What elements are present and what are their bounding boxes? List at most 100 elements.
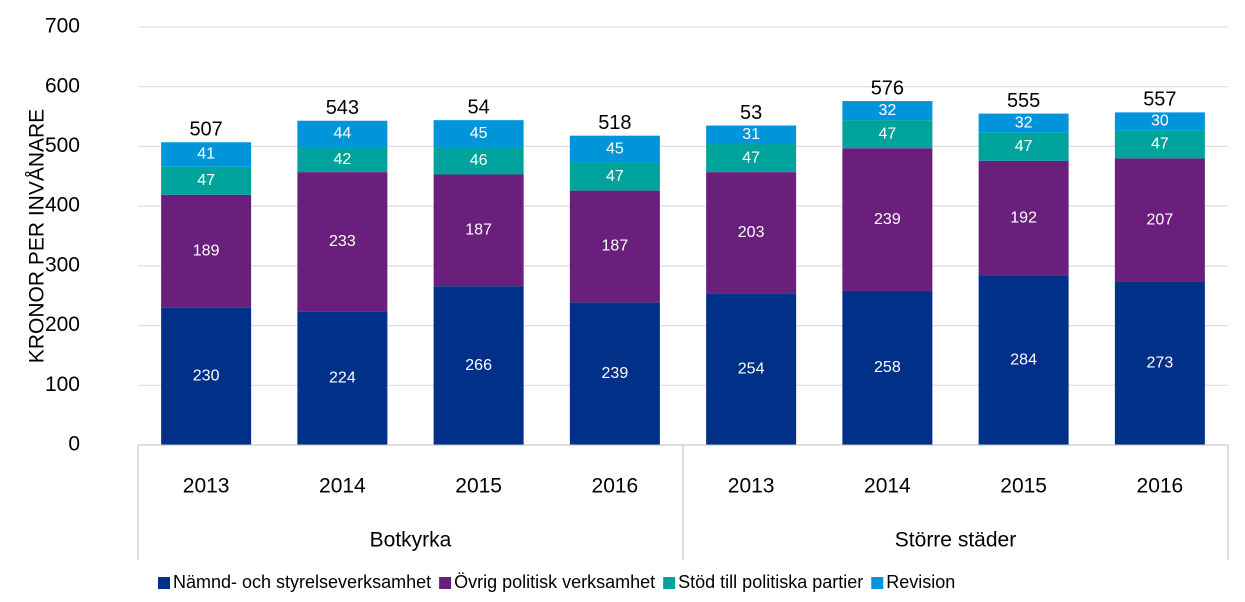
bar-segment [569, 162, 660, 191]
bar-segment [842, 290, 933, 445]
y-tick-label: 100 [45, 373, 80, 396]
data-label: 187 [465, 222, 492, 239]
data-label: 47 [878, 125, 896, 142]
data-label: 32 [878, 102, 896, 119]
data-label: 42 [333, 151, 351, 168]
bar-segment [1114, 112, 1205, 131]
bar-segment [433, 120, 524, 148]
x-tick-label: 2016 [592, 475, 639, 498]
total-label: 53 [740, 102, 762, 124]
data-label: 239 [602, 365, 629, 382]
bar-segment [1114, 158, 1205, 282]
bar-segment [297, 311, 388, 445]
bar-segment [706, 125, 797, 145]
data-label: 254 [738, 360, 765, 377]
data-label: 230 [193, 368, 220, 385]
data-label: 187 [602, 238, 629, 255]
total-label: 518 [598, 112, 631, 134]
data-label: 45 [470, 125, 488, 142]
bar-segment [297, 120, 388, 148]
x-tick-label: 2015 [1000, 475, 1047, 498]
bar-segment [842, 120, 933, 149]
data-label: 233 [329, 233, 356, 250]
x-tick-label: 2016 [1137, 475, 1184, 498]
bar-segment [161, 307, 252, 445]
y-tick-label: 400 [45, 194, 80, 217]
bar-segment [706, 144, 797, 173]
data-label: 284 [1010, 351, 1037, 368]
x-tick-label: 2015 [455, 475, 502, 498]
data-label: 266 [465, 357, 492, 374]
data-label: 47 [1015, 138, 1033, 155]
data-label: 189 [193, 242, 220, 259]
bar-segment [433, 174, 524, 287]
data-label: 192 [1010, 209, 1037, 226]
bar-segment [161, 142, 252, 167]
data-label: 203 [738, 224, 765, 241]
data-label: 44 [333, 125, 351, 142]
bar-segment [297, 172, 388, 312]
bar-segment [706, 172, 797, 294]
total-label: 576 [871, 77, 904, 99]
y-tick-label: 300 [45, 253, 80, 276]
y-tick-label: 0 [68, 433, 80, 456]
y-tick-label: 600 [45, 74, 80, 97]
bar-segment [978, 132, 1069, 161]
legend-swatch [871, 577, 884, 589]
total-label: 507 [189, 119, 222, 141]
bar-segment [161, 166, 252, 195]
bar-segment [433, 286, 524, 445]
data-label: 47 [606, 168, 624, 185]
legend-swatch [158, 577, 170, 589]
data-label: 273 [1147, 355, 1174, 372]
y-tick-label: 200 [45, 313, 80, 336]
bar-segment [433, 147, 524, 175]
total-label: 557 [1143, 89, 1176, 111]
data-label: 30 [1151, 113, 1169, 130]
y-tick-label: 700 [45, 15, 80, 38]
x-tick-label: 2014 [319, 475, 366, 498]
data-label: 47 [1151, 136, 1169, 153]
bar-segment [842, 148, 933, 291]
group-label: Botkyrka [370, 529, 452, 552]
x-tick-label: 2013 [728, 475, 775, 498]
legend-label: Nämnd- och styrelseverksamhet [173, 572, 431, 592]
bar-segment [978, 160, 1069, 276]
total-label: 543 [326, 97, 359, 119]
legend-swatch [439, 577, 452, 589]
bar-segment [569, 135, 660, 163]
data-label: 258 [874, 359, 901, 376]
bar-segment [569, 190, 660, 303]
data-label: 239 [874, 211, 901, 228]
data-label: 207 [1147, 211, 1174, 228]
bar-segment [1114, 281, 1205, 445]
data-label: 32 [1015, 114, 1033, 131]
x-tick-label: 2014 [864, 475, 911, 498]
bar-segment [978, 275, 1069, 445]
legend-label: Revision [886, 572, 955, 592]
legend-label: Övrig politisk verksamhet [454, 572, 655, 592]
legend-label: Stöd till politiska partier [678, 572, 863, 592]
data-label: 45 [606, 140, 624, 157]
data-label: 47 [197, 172, 215, 189]
bar-segment [706, 293, 797, 445]
bar-segment [569, 302, 660, 445]
data-label: 41 [197, 146, 215, 163]
bar-segment [842, 101, 933, 121]
bar-segment [1114, 130, 1205, 159]
data-label: 31 [742, 126, 760, 143]
data-label: 46 [470, 152, 488, 169]
bar-segment [161, 194, 252, 308]
total-label: 54 [468, 96, 490, 118]
legend-swatch [663, 577, 676, 589]
y-axis-label: KRONOR PER INVÅNARE [26, 109, 49, 363]
total-label: 555 [1007, 90, 1040, 112]
data-label: 47 [742, 149, 760, 166]
group-label: Större städer [895, 529, 1016, 552]
bar-segment [297, 147, 388, 173]
data-label: 224 [329, 369, 356, 386]
bar-segment [978, 113, 1069, 133]
x-tick-label: 2013 [183, 475, 230, 498]
